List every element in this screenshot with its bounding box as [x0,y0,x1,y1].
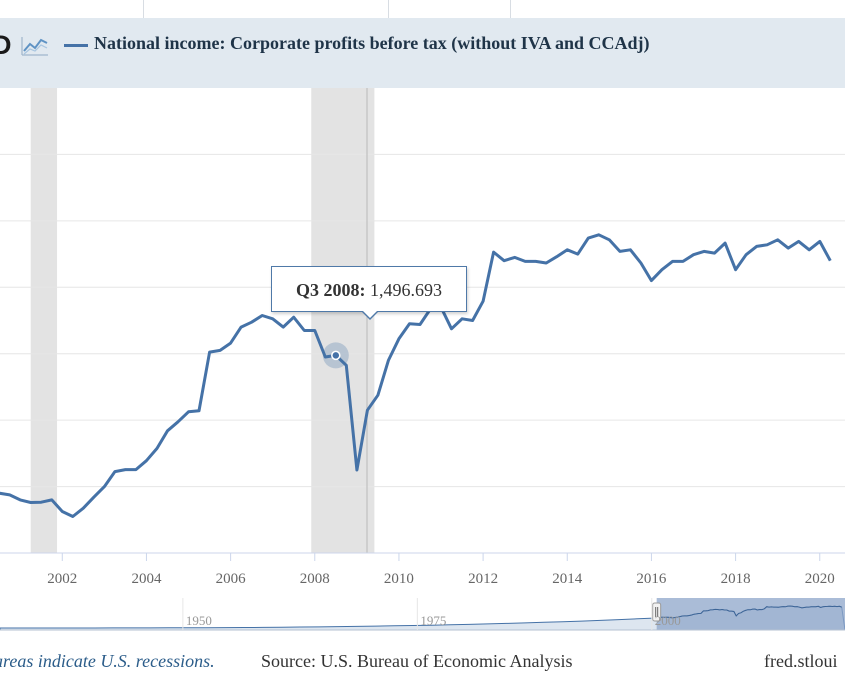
legend-swatch [64,44,88,47]
site-url[interactable]: fred.stloui [764,651,838,671]
recession-band [311,88,375,553]
x-tick-label: 2018 [721,571,751,587]
tooltip: Q3 2008: 1,496.693 [271,266,467,312]
navigator-series-selected [656,605,842,619]
navigator-layer: 1950 1975 2000 [0,598,845,631]
x-tick-label: 2016 [636,571,667,587]
navigator-label: 2000 [655,613,681,628]
x-tick-label: 2010 [384,571,414,587]
tooltip-arrow [362,310,378,318]
top-divider [388,0,389,18]
x-tick-label: 2012 [468,571,498,587]
recession-note: areas indicate U.S. recessions. [0,651,215,671]
x-tick-label: 2006 [216,571,247,587]
x-tick-label: 2002 [47,571,77,587]
navigator[interactable]: 1950 1975 2000 [0,596,845,636]
tooltip-period: Q3 2008: [296,280,366,300]
hover-point[interactable] [331,350,341,361]
navigator-handle[interactable] [652,602,662,622]
tooltip-value: 1,496.693 [370,280,442,300]
series-line[interactable] [0,233,832,518]
fred-logo[interactable]: D [0,30,12,60]
recession-layer [30,88,375,553]
navigator-selection[interactable] [656,598,845,630]
top-divider [510,0,511,18]
top-strip [0,0,845,18]
x-tick-label: 2008 [300,571,330,587]
navigator-label: 1975 [420,613,446,628]
chart-title: National income: Corporate profits befor… [94,33,650,53]
chart-header [0,18,845,88]
x-tick-label: 2014 [552,571,583,587]
line-graph-icon [21,37,48,56]
tick-layer: 2002 2004 2006 2008 2010 2012 2014 2016 2018 2020 [47,553,835,587]
plot-area[interactable]: 2002 2004 2006 2008 2010 2012 2014 2016 2018 2020 [0,88,845,593]
x-tick-label: 2004 [131,571,162,587]
top-divider [143,0,144,18]
navigator-label: 1950 [186,613,212,628]
recession-band [30,88,58,553]
x-tick-label: 2020 [805,571,835,587]
source-label[interactable]: Source: U.S. Bureau of Economic Analysis [261,651,573,671]
